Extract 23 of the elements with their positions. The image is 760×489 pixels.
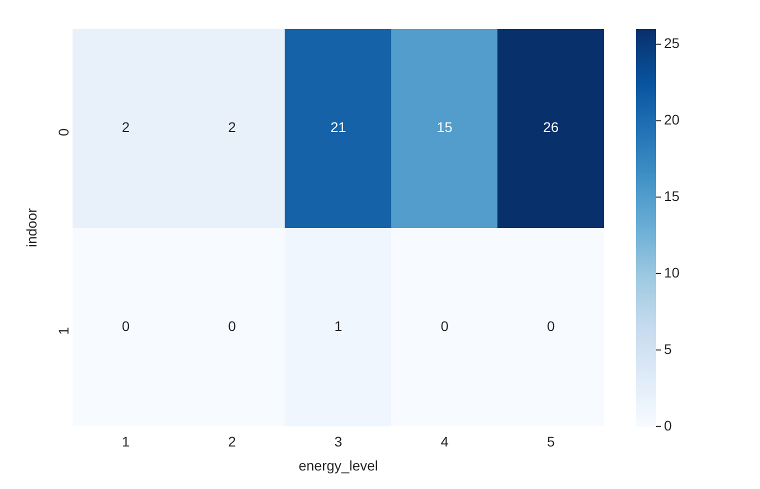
color-bar-label: 10 — [664, 264, 680, 280]
color-bar-label: 0 — [664, 417, 672, 434]
data-label: 0 — [122, 318, 130, 334]
color-bar-label: 15 — [664, 188, 680, 204]
x-tick-label: 1 — [122, 434, 130, 450]
x-tick-label: 2 — [228, 434, 236, 450]
data-label: 0 — [440, 318, 449, 334]
data-label: 0 — [546, 318, 555, 334]
data-label: 2 — [122, 119, 130, 136]
y-axis-title: indoor — [23, 208, 40, 248]
x-tick-label: 3 — [334, 434, 342, 450]
data-label: 1 — [334, 318, 342, 334]
x-tick-label: 5 — [546, 434, 555, 450]
data-label: 2 — [228, 119, 236, 136]
data-label: 15 — [436, 119, 453, 136]
x-tick-label: 4 — [440, 434, 449, 450]
color-bar-label: 25 — [664, 35, 680, 52]
data-label: 0 — [228, 318, 236, 334]
color-bar-label: 20 — [664, 112, 680, 128]
data-label: 21 — [330, 119, 346, 136]
data-label: 26 — [543, 119, 559, 136]
x-axis-title: energy_level — [298, 457, 378, 474]
color-bar-label: 5 — [664, 340, 672, 357]
